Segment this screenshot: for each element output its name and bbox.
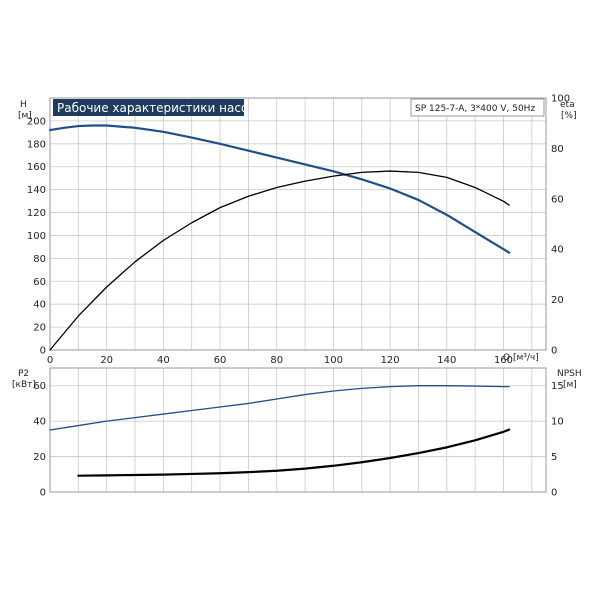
- y-right-label: NPSH: [557, 369, 582, 379]
- y-right-tick-label: 40: [551, 245, 564, 256]
- y-left-label: H: [20, 100, 27, 110]
- y-left-label: P2: [18, 369, 29, 379]
- series-line: [49, 385, 510, 431]
- y-left-tick-label: 40: [33, 300, 46, 311]
- y-left-tick-label: 60: [33, 277, 46, 288]
- x-tick-label: 160: [494, 355, 513, 366]
- x-tick-label: 20: [100, 355, 113, 366]
- y-left-tick-label: 20: [33, 323, 46, 334]
- y-right-tick-label: 60: [551, 194, 564, 205]
- y-left-tick-label: 200: [27, 116, 46, 127]
- y-left-tick-label: 160: [27, 162, 46, 173]
- x-axis-label: Q [м³/ч]: [503, 353, 539, 363]
- x-tick-label: 140: [437, 355, 456, 366]
- y-left-tick-label: 140: [27, 185, 46, 196]
- model-label: SP 125-7-A, 3*400 V, 50Hz: [415, 104, 535, 114]
- series-line: [49, 170, 510, 351]
- x-tick-label: 80: [270, 355, 283, 366]
- y-left-tick-label: 60: [33, 381, 46, 392]
- y-right-tick-label: 15: [551, 381, 564, 392]
- y-left-tick-label: 180: [27, 139, 46, 150]
- y-left-tick-label: 100: [27, 231, 46, 242]
- y-left-unit: [м]: [18, 111, 32, 121]
- y-left-tick-label: 40: [33, 417, 46, 428]
- series-line: [77, 428, 511, 477]
- y-right-unit: [%]: [561, 111, 577, 121]
- y-right-unit: [м]: [563, 380, 577, 390]
- y-right-tick-label: 0: [551, 346, 557, 357]
- y-right-tick-label: 10: [551, 417, 564, 428]
- model-label-box: [410, 98, 545, 117]
- series-line: [48, 124, 511, 254]
- x-tick-label: 60: [214, 355, 227, 366]
- x-tick-label: 120: [381, 355, 400, 366]
- y-left-tick-label: 0: [40, 346, 46, 357]
- y-right-tick-label: 80: [551, 144, 564, 155]
- head-efficiency-panel: Рабочие характеристики насоса SP 125-7-A…: [18, 94, 577, 367]
- y-left-tick-label: 120: [27, 208, 46, 219]
- chart-title: Рабочие характеристики насоса: [57, 101, 262, 115]
- y-left-tick-label: 0: [40, 488, 46, 499]
- y-left-tick-label: 20: [33, 452, 46, 463]
- y-left-tick-label: 80: [33, 254, 46, 265]
- power-npsh-panel: P2 [кВт] NPSH [м] 0 20 40 60 0 5 10 15: [12, 367, 582, 499]
- chart-title-box: [53, 99, 244, 116]
- y-right-tick-label: 20: [551, 295, 564, 306]
- x-tick-label: 0: [47, 355, 53, 366]
- y-right-tick-label: 0: [551, 488, 557, 499]
- y-right-label: eta: [560, 100, 575, 110]
- y-right-tick-label: 5: [551, 452, 557, 463]
- y-right-tick-label: 100: [551, 94, 570, 105]
- y-left-unit: [кВт]: [12, 380, 36, 390]
- x-tick-label: 40: [157, 355, 170, 366]
- x-tick-label: 100: [324, 355, 343, 366]
